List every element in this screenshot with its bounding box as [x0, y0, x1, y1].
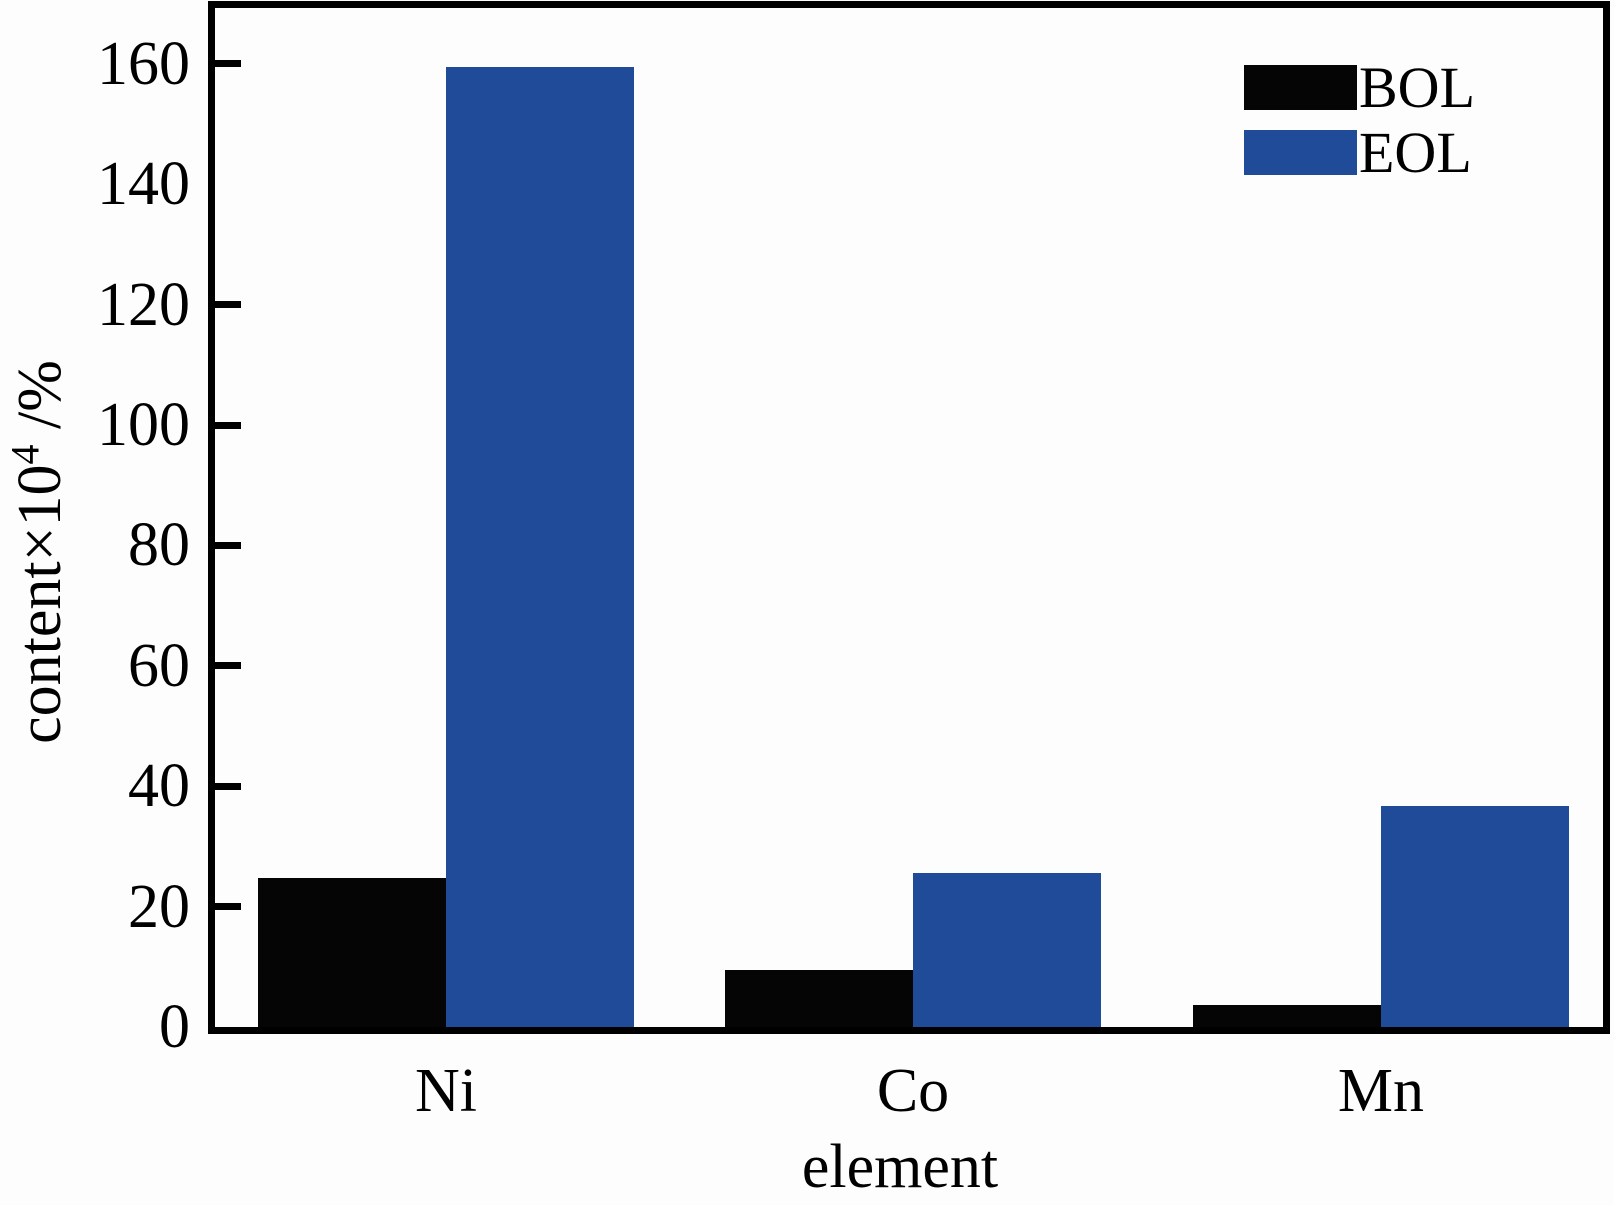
y-tick-mark	[215, 60, 241, 68]
x-tick-label-co: Co	[876, 1057, 950, 1125]
legend-label-eol: EOL	[1359, 120, 1472, 185]
y-axis-title-base: content×10	[6, 464, 74, 744]
legend-row-bol: BOL	[1244, 55, 1475, 120]
y-tick-label: 160	[97, 29, 190, 98]
x-tick-label-ni: Ni	[415, 1057, 477, 1125]
y-tick-mark	[215, 782, 241, 790]
y-tick-label: 100	[97, 391, 190, 459]
y-tick-label: 120	[97, 270, 190, 339]
x-axis-title: element	[801, 1133, 999, 1201]
y-axis-title-suffix: /%	[6, 360, 74, 445]
legend-swatch-bol	[1244, 65, 1357, 110]
y-axis-title: content×104 /%	[2, 252, 75, 852]
legend-label-bol: BOL	[1359, 55, 1475, 120]
x-tick-label-mn: Mn	[1337, 1057, 1425, 1125]
y-tick-label: 60	[128, 631, 190, 700]
y-tick-label: 40	[128, 752, 190, 821]
y-tick-mark	[215, 421, 241, 429]
bar-co-eol	[913, 873, 1101, 1027]
y-axis-title-exponent: 4	[2, 444, 48, 465]
y-tick-label: 140	[97, 150, 190, 219]
y-tick-mark	[215, 301, 241, 309]
legend-row-eol: EOL	[1244, 120, 1475, 185]
bar-co-bol	[725, 970, 913, 1027]
plot-area: BOL EOL	[208, 1, 1610, 1034]
bar-ni-eol	[446, 67, 634, 1027]
y-tick-mark	[215, 541, 241, 549]
legend-swatch-eol	[1244, 130, 1357, 175]
y-tick-label: 20	[128, 872, 190, 941]
bar-ni-bol	[258, 878, 446, 1027]
legend: BOL EOL	[1244, 55, 1475, 195]
y-tick-label: 80	[128, 511, 190, 580]
y-tick-label: 0	[159, 993, 190, 1061]
y-tick-mark	[215, 662, 241, 670]
bar-mn-eol	[1381, 806, 1569, 1027]
bar-mn-bol	[1193, 1005, 1381, 1027]
y-tick-mark	[215, 903, 241, 911]
